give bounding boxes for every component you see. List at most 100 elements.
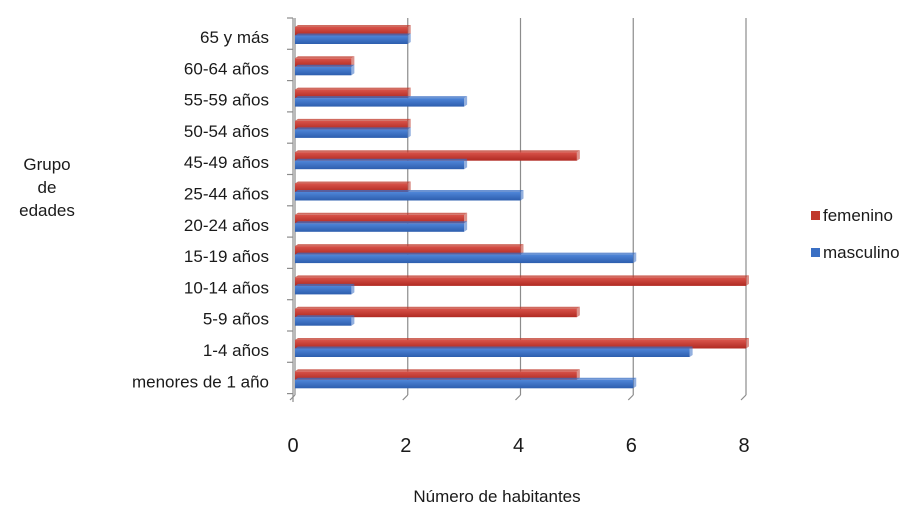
bar-top-face <box>295 56 355 59</box>
bar-top-face <box>295 252 637 255</box>
bar-end-face <box>576 150 580 161</box>
y-axis-title-line: de <box>38 178 57 197</box>
legend-swatch-femenino <box>811 211 820 220</box>
bar-end-face <box>520 190 524 201</box>
bar-top-face <box>295 127 411 130</box>
bar-femenino <box>295 277 746 286</box>
category-label: 60-64 años <box>184 59 269 78</box>
y-axis-title: Grupo de edades <box>19 155 75 220</box>
legend-item-masculino: masculino <box>811 243 900 262</box>
bar-masculino <box>295 66 352 76</box>
gridline-depth <box>627 394 634 401</box>
bar-top-face <box>295 283 355 286</box>
bar-top-face <box>295 158 468 161</box>
bar-masculino <box>295 160 465 170</box>
plot-area <box>287 17 749 402</box>
bar-masculino <box>295 254 634 264</box>
bar-masculino <box>295 35 408 44</box>
bar-top-face <box>295 150 580 153</box>
category-label: 10-14 años <box>184 278 269 297</box>
bar-femenino <box>295 27 408 36</box>
gridlines <box>289 18 747 401</box>
legend-label-femenino: femenino <box>823 206 893 225</box>
bar-top-face <box>295 87 411 90</box>
category-label: 25-44 años <box>184 185 269 204</box>
bar-end-face <box>351 315 355 326</box>
bar-top-face <box>295 181 411 184</box>
category-label: 45-49 años <box>184 153 269 172</box>
bar-end-face <box>407 33 411 44</box>
y-axis-title-line: Grupo <box>23 155 70 174</box>
category-label: 15-19 años <box>184 247 269 266</box>
bar-femenino <box>295 152 577 161</box>
category-label: 65 y más <box>200 28 269 47</box>
bar-end-face <box>746 338 749 349</box>
bar-end-face <box>633 252 637 264</box>
bar-top-face <box>295 33 411 36</box>
bar-masculino <box>295 317 352 326</box>
gridline-depth <box>515 394 521 401</box>
legend-label-masculino: masculino <box>823 243 900 262</box>
y-axis-title-line: edades <box>19 201 75 220</box>
bar-end-face <box>464 212 468 224</box>
bar-end-face <box>689 346 693 357</box>
bar-masculino <box>295 192 521 201</box>
category-label: 50-54 años <box>184 122 269 141</box>
category-label: 1-4 años <box>203 341 269 360</box>
bar-femenino <box>295 120 408 130</box>
bar-end-face <box>520 244 524 255</box>
bar-top-face <box>295 25 411 27</box>
category-label: 20-24 años <box>184 216 269 235</box>
bar-end-face <box>464 221 468 232</box>
bar-end-face <box>464 158 468 170</box>
category-labels: 65 y más 60-64 años 55-59 años 50-54 años 45… <box>132 28 269 391</box>
bar-femenino <box>295 183 408 192</box>
bar-femenino <box>295 58 352 67</box>
bar-end-face <box>576 306 580 318</box>
bar-masculino <box>295 379 634 389</box>
bar-end-face <box>464 96 468 107</box>
legend-swatch-masculino <box>811 248 820 257</box>
category-label: menores de 1 año <box>132 372 269 391</box>
bars <box>295 25 749 389</box>
bar-femenino <box>295 246 521 255</box>
bar-end-face <box>576 369 580 380</box>
bar-top-face <box>295 212 468 215</box>
bar-end-face <box>351 64 355 76</box>
category-label: 5-9 años <box>203 310 269 329</box>
bar-end-face <box>407 118 411 130</box>
bar-top-face <box>295 221 468 224</box>
bar-femenino <box>295 371 577 380</box>
bar-top-face <box>295 369 580 372</box>
x-tick-label: 0 <box>287 435 298 457</box>
x-tick-label: 4 <box>513 435 524 457</box>
bar-end-face <box>633 377 637 389</box>
legend: femenino masculino <box>811 206 900 262</box>
bar-top-face <box>295 315 355 318</box>
bar-top-face <box>295 190 524 192</box>
bar-femenino <box>295 214 465 224</box>
gridline-depth <box>740 394 747 401</box>
bar-femenino <box>295 340 746 349</box>
bar-masculino <box>295 98 465 107</box>
bar-end-face <box>351 56 355 67</box>
bar-femenino <box>295 89 408 99</box>
bar-end-face <box>407 25 411 36</box>
x-tick-label: 8 <box>738 435 749 457</box>
category-label: 55-59 años <box>184 91 269 110</box>
bar-end-face <box>407 127 411 138</box>
bar-end-face <box>746 275 749 286</box>
bar-top-face <box>295 338 749 340</box>
x-tick-label: 2 <box>400 435 411 457</box>
bar-masculino <box>295 223 465 232</box>
bar-top-face <box>295 64 355 67</box>
bar-top-face <box>295 96 468 99</box>
bar-top-face <box>295 377 637 380</box>
gridline-depth <box>402 394 409 401</box>
x-axis-title: Número de habitantes <box>413 487 580 506</box>
bar-top-face <box>295 244 524 247</box>
bar-femenino <box>295 308 577 318</box>
legend-item-femenino: femenino <box>811 206 893 225</box>
bar-end-face <box>407 181 411 192</box>
